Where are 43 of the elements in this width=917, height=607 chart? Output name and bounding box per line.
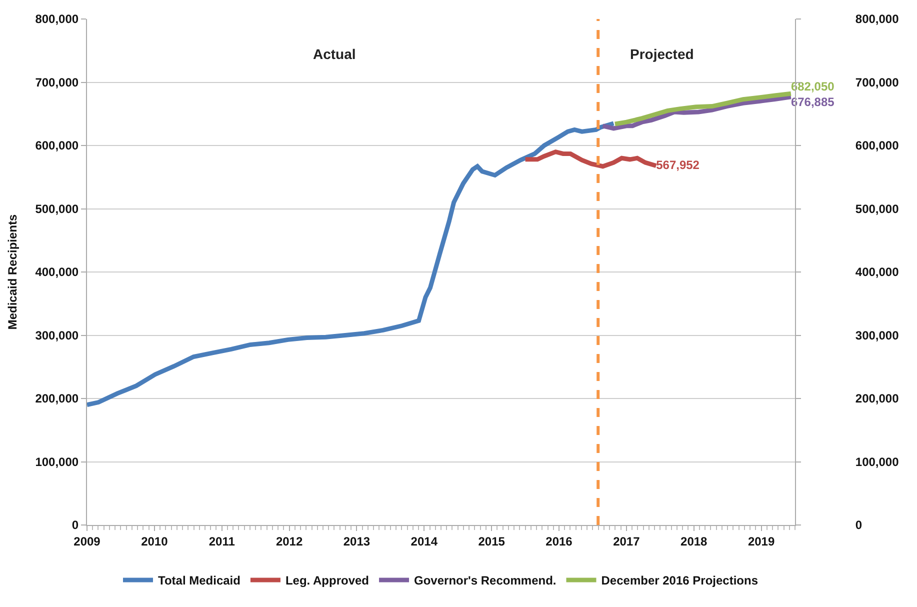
x-tick-label: 2009 — [74, 534, 101, 548]
data-label: 676,885 — [790, 94, 835, 109]
data-label: 682,050 — [790, 80, 835, 94]
y2-tick-label: 600,000 — [855, 138, 900, 153]
legend-label: Leg. Approved — [285, 574, 370, 588]
x-tick-label: 2015 — [478, 534, 506, 548]
x-tick-label: 2019 — [748, 534, 775, 548]
legend-label: Governor's Recommend. — [414, 574, 556, 588]
x-tick-label: 2016 — [546, 534, 573, 548]
y2-tick-label: 700,000 — [855, 75, 900, 90]
x-tick-label: 2017 — [613, 534, 640, 548]
y-tick-label: 800,000 — [35, 12, 79, 26]
y2-tick-label: 200,000 — [855, 392, 900, 406]
y-tick-label: 700,000 — [35, 75, 79, 90]
y2-tick-label: 400,000 — [855, 265, 900, 280]
x-tick-label: 2011 — [208, 534, 236, 548]
y2-tick-label: 100,000 — [855, 454, 900, 469]
x-tick-label: 2012 — [276, 534, 303, 548]
y-tick-label: 100,000 — [35, 454, 79, 469]
y2-tick-label: 500,000 — [855, 202, 900, 216]
line-series — [523, 150, 658, 169]
y-tick-label: 200,000 — [35, 392, 79, 406]
line-series — [87, 121, 616, 408]
y-tick-label: 400,000 — [35, 265, 79, 280]
y-axis-title: Medicaid Recipients — [6, 214, 20, 330]
annotation: Projected — [630, 46, 694, 62]
x-tick-label: 2018 — [680, 534, 708, 548]
y2-tick-label: 300,000 — [855, 328, 900, 342]
y-tick-label: 300,000 — [35, 328, 79, 342]
line-series — [600, 94, 794, 131]
data-label: 567,952 — [656, 158, 700, 172]
y2-tick-label: 0 — [855, 518, 862, 532]
legend-label: Total Medicaid — [158, 574, 240, 588]
y-tick-label: 500,000 — [35, 202, 79, 216]
annotation: Actual — [313, 46, 356, 62]
x-tick-label: 2013 — [343, 534, 370, 548]
y2-tick-label: 800,000 — [855, 12, 900, 26]
y-tick-label: 600,000 — [35, 138, 79, 153]
x-tick-label: 2010 — [141, 534, 168, 548]
y-tick-label: 0 — [72, 518, 79, 532]
line-series — [612, 91, 794, 126]
legend-label: December 2016 Projections — [601, 574, 758, 588]
x-tick-label: 2014 — [410, 534, 438, 548]
